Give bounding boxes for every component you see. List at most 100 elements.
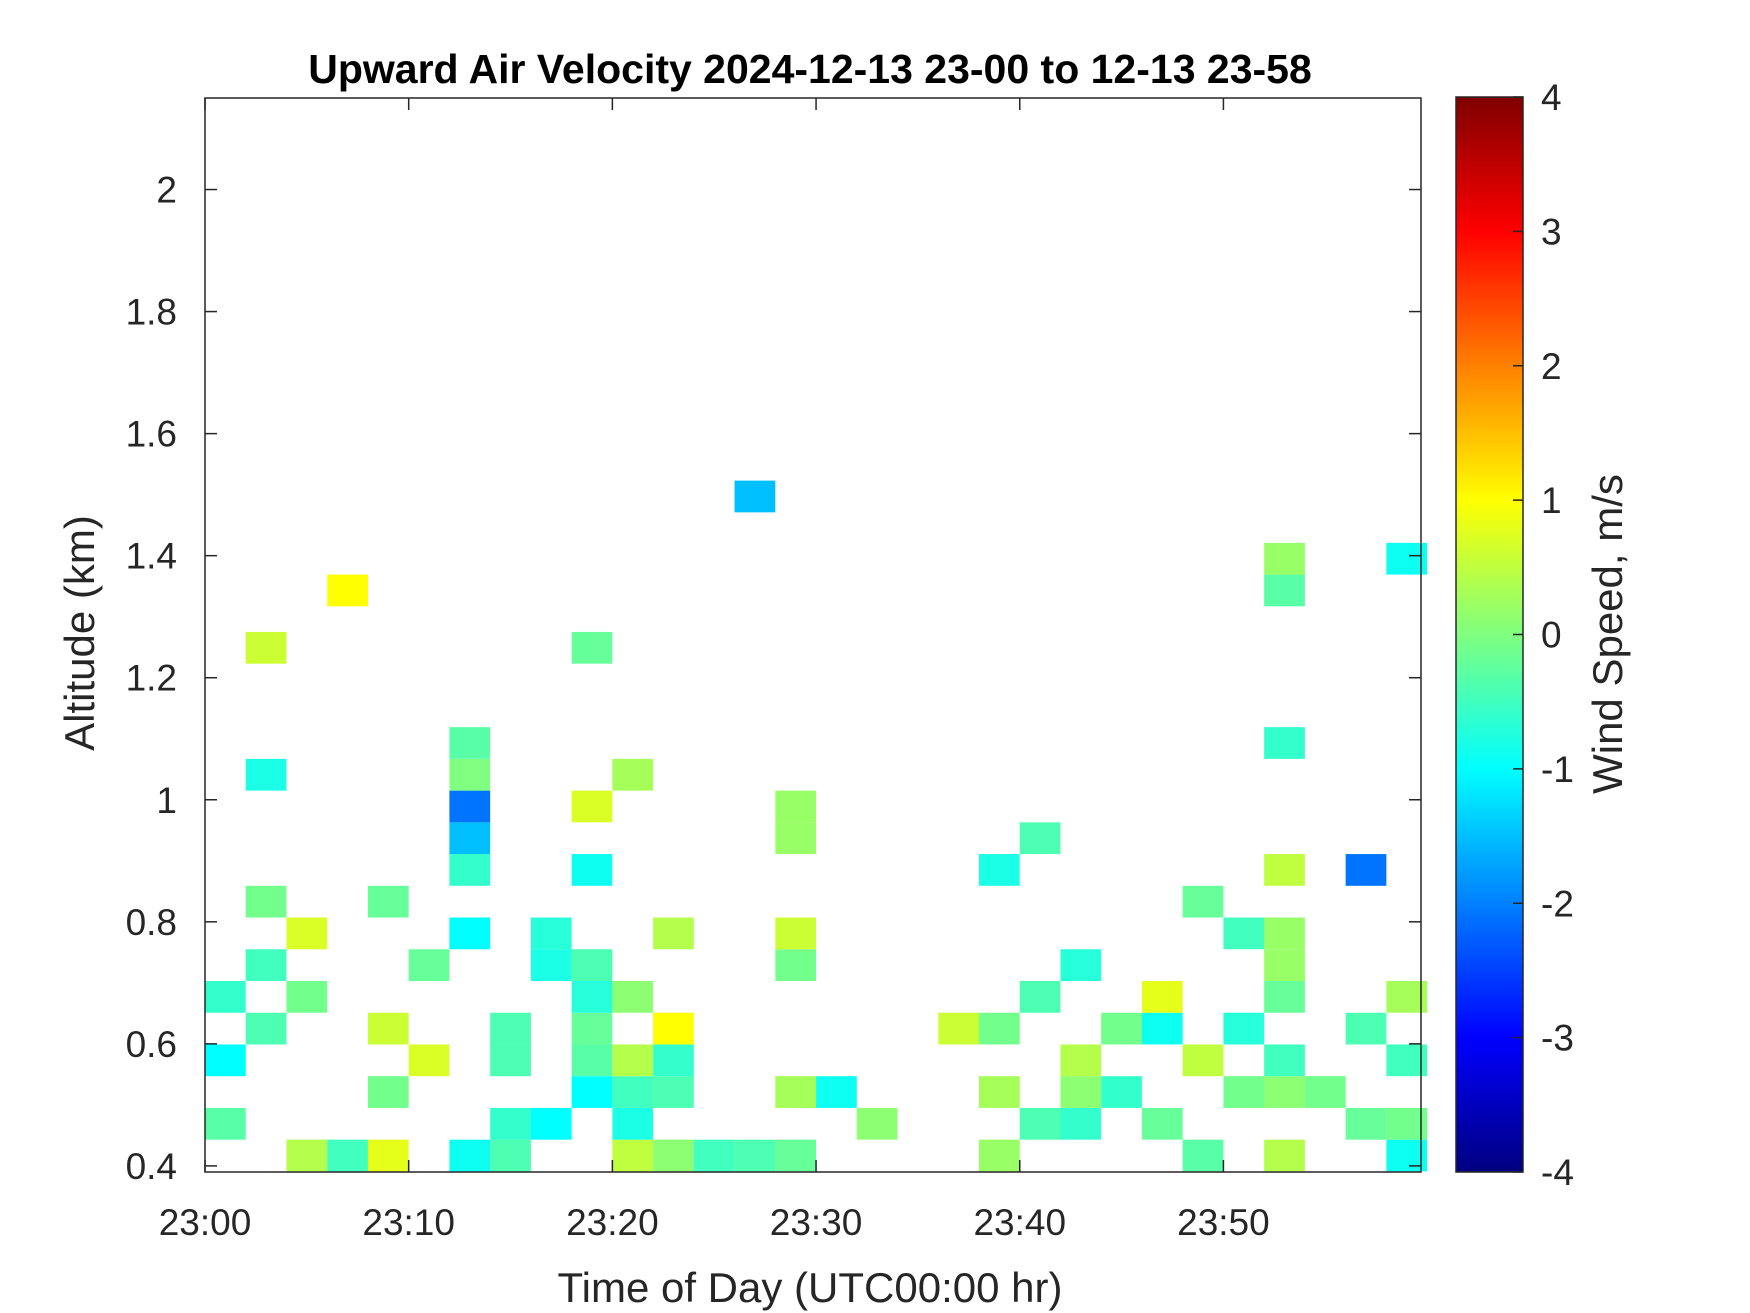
- heatmap-cell: [1141, 1107, 1183, 1140]
- heatmap-cell: [612, 758, 654, 791]
- heatmap-cell: [653, 1139, 694, 1172]
- colorbar-title: Wind Speed, m/s: [1584, 474, 1631, 794]
- heatmap-cell: [1019, 822, 1061, 855]
- colorbar: 4 3 2 1 0 -1 -2 -3 -4: [1455, 77, 1574, 1193]
- heatmap-cell: [571, 854, 613, 886]
- heatmap-cell: [490, 1012, 531, 1045]
- heatmap-cell: [775, 790, 817, 823]
- heatmap-cell: [612, 981, 654, 1013]
- axis-ticks: 0.4 0.6 0.8 1 1.2 1.4 1.6 1.8 2 23:00 23:10 23:20 23…: [126, 98, 1421, 1243]
- heatmap-cell: [612, 1139, 654, 1172]
- heatmap-cell: [367, 885, 409, 918]
- heatmap-cell: [205, 1044, 246, 1077]
- heatmap-cell: [449, 790, 491, 823]
- heatmap-cell: [775, 917, 817, 950]
- heatmap-cell: [1060, 1044, 1102, 1077]
- heatmap-cell: [775, 822, 817, 855]
- heatmap-cell: [367, 1139, 409, 1172]
- heatmap-cell: [1264, 574, 1305, 607]
- heatmap-cell: [245, 631, 287, 664]
- colorbar-tick-label: 4: [1541, 77, 1562, 118]
- heatmap-cell: [1141, 981, 1183, 1013]
- y-tick-label: 1.4: [126, 536, 177, 577]
- heatmap-cell: [1345, 1107, 1387, 1140]
- heatmap-cell: [327, 1139, 368, 1172]
- heatmap-cell: [734, 1139, 776, 1172]
- heatmap-cell: [653, 1044, 694, 1077]
- plot-area: [205, 98, 1421, 1172]
- heatmap-cell: [530, 949, 572, 981]
- heatmap-cell: [1345, 854, 1387, 886]
- heatmap-cell: [979, 1012, 1020, 1045]
- heatmap-cell: [653, 1076, 694, 1108]
- heatmap-cell: [1264, 727, 1305, 759]
- colorbar-tick-label: 2: [1541, 346, 1562, 387]
- heatmap-cell: [979, 1076, 1020, 1108]
- heatmap-cell: [530, 917, 572, 950]
- heatmap-cell: [490, 1107, 531, 1140]
- heatmap-cells: [205, 480, 1428, 1172]
- colorbar-scale: [1455, 96, 1524, 1173]
- heatmap-cell: [1019, 1107, 1061, 1140]
- heatmap-cell: [1101, 1076, 1142, 1108]
- heatmap-cell: [571, 1044, 613, 1077]
- heatmap-cell: [1345, 1012, 1387, 1045]
- colorbar-tick-label: 1: [1541, 480, 1562, 521]
- heatmap-cell: [530, 1107, 572, 1140]
- heatmap-cell: [286, 1139, 328, 1172]
- heatmap-cell: [245, 949, 287, 981]
- plot-background: [205, 98, 1421, 1172]
- heatmap-cell: [775, 949, 817, 981]
- x-axis-title: Time of Day (UTC00:00 hr): [558, 1264, 1063, 1311]
- heatmap-cell: [1101, 1012, 1142, 1045]
- heatmap-cell: [408, 1044, 450, 1077]
- axes-box: [204, 97, 1422, 1173]
- heatmap-cell: [245, 758, 287, 791]
- heatmap-cell: [367, 1076, 409, 1108]
- heatmap-cell: [1264, 854, 1305, 886]
- colorbar-tick-label: -2: [1541, 883, 1574, 924]
- heatmap-cell: [286, 981, 328, 1013]
- x-tick-label: 23:30: [770, 1202, 863, 1243]
- heatmap-cell: [571, 949, 613, 981]
- heatmap-cell: [449, 1139, 491, 1172]
- heatmap-cell: [816, 1076, 857, 1108]
- heatmap-cell: [1223, 1076, 1265, 1108]
- heatmap-cell: [327, 574, 368, 607]
- heatmap-cell: [449, 854, 491, 886]
- y-tick-label: 0.6: [126, 1024, 177, 1065]
- x-tick-label: 23:40: [973, 1202, 1066, 1243]
- heatmap-cell: [490, 1139, 531, 1172]
- y-tick-label: 0.4: [126, 1146, 177, 1187]
- heatmap-cell: [1264, 1076, 1305, 1108]
- heatmap-cell: [1182, 1139, 1224, 1172]
- heatmap-cell: [653, 917, 694, 950]
- heatmap-cell: [571, 631, 613, 664]
- heatmap-cell: [449, 917, 491, 950]
- heatmap-cell: [490, 1044, 531, 1077]
- heatmap-cell: [775, 1076, 817, 1108]
- colorbar-tick-label: 0: [1541, 615, 1562, 656]
- heatmap-cell: [367, 1012, 409, 1045]
- heatmap-cell: [938, 1012, 980, 1045]
- colorbar-tick-label: -4: [1541, 1152, 1574, 1193]
- heatmap-cell: [612, 1107, 654, 1140]
- colorbar-tick-label: -3: [1541, 1018, 1574, 1059]
- heatmap-cell: [1264, 949, 1305, 981]
- heatmap-cell: [1060, 1076, 1102, 1108]
- y-tick-label: 1.8: [126, 292, 177, 333]
- heatmap-cell: [571, 981, 613, 1013]
- plot-frame: [204, 97, 1422, 1173]
- y-tick-label: 0.8: [126, 902, 177, 943]
- heatmap-cell: [1264, 542, 1305, 575]
- heatmap-cell: [1182, 1044, 1224, 1077]
- y-tick-label: 2: [156, 170, 177, 211]
- heatmap-cell: [734, 480, 776, 513]
- x-tick-label: 23:50: [1177, 1202, 1270, 1243]
- heatmap-cell: [1182, 885, 1224, 918]
- x-tick-label: 23:10: [362, 1202, 455, 1243]
- x-tick-label: 23:20: [566, 1202, 659, 1243]
- heatmap-cell: [979, 854, 1020, 886]
- heatmap-cell: [979, 1139, 1020, 1172]
- heatmap-cell: [1304, 1076, 1346, 1108]
